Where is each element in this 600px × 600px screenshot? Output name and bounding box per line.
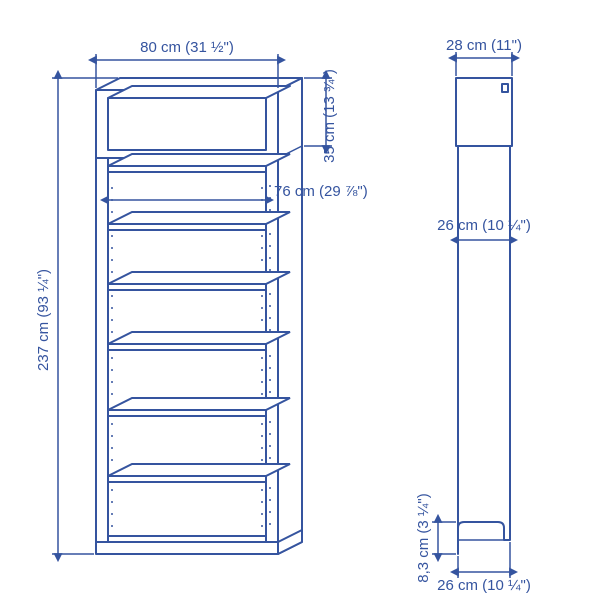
front-view (96, 78, 302, 554)
dim-total-height: 237 cm (93 ¼") (35, 269, 52, 371)
dim-extension-height: 35 cm (13 ¾") (321, 69, 338, 163)
dim-inner-width: 76 cm (29 ⅞") (274, 183, 368, 200)
dim-base-depth: 26 cm (10 ¼") (437, 577, 531, 594)
dim-outer-width: 80 cm (31 ½") (140, 39, 234, 56)
side-view (456, 78, 512, 554)
dim-inner-depth: 26 cm (10 ¼") (437, 217, 531, 234)
dim-outer-depth: 28 cm (11") (446, 37, 522, 54)
dimension-diagram: 80 cm (31 ½") 35 cm (13 ¾") 237 cm (93 ¼… (0, 0, 600, 600)
dim-base-height: 8,3 cm (3 ¼") (415, 493, 432, 583)
